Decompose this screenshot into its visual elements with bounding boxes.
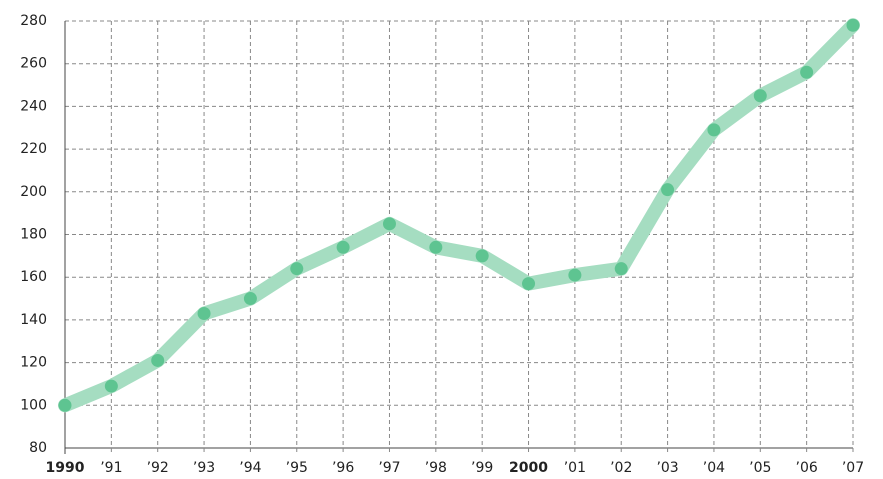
point bbox=[336, 240, 350, 254]
y-tick-label: 280 bbox=[20, 13, 47, 29]
x-tick-label: ’94 bbox=[239, 460, 261, 476]
y-tick-label: 100 bbox=[20, 397, 47, 413]
x-tick-label: ’02 bbox=[610, 460, 632, 476]
point bbox=[522, 277, 536, 291]
y-tick-label: 160 bbox=[20, 269, 47, 285]
point bbox=[104, 379, 118, 393]
point bbox=[58, 398, 72, 412]
x-tick-label: ’04 bbox=[703, 460, 725, 476]
y-tick-label: 140 bbox=[20, 312, 47, 328]
x-tick-label: ’07 bbox=[842, 460, 864, 476]
y-tick-label: 220 bbox=[20, 141, 47, 157]
y-tick-label: 120 bbox=[20, 355, 47, 371]
x-tick-label: ’03 bbox=[656, 460, 678, 476]
x-tick-label: ’91 bbox=[100, 460, 122, 476]
y-tick-label: 240 bbox=[20, 98, 47, 114]
y-tick-label: 180 bbox=[20, 227, 47, 243]
point bbox=[614, 262, 628, 276]
point bbox=[661, 183, 675, 197]
point bbox=[707, 123, 721, 137]
y-tick-label: 260 bbox=[20, 56, 47, 72]
x-tick-label: ’93 bbox=[193, 460, 215, 476]
x-tick-label: ’98 bbox=[425, 460, 447, 476]
x-tick-label: 2000 bbox=[509, 460, 548, 476]
y-tick-label: 200 bbox=[20, 184, 47, 200]
point bbox=[197, 306, 211, 320]
point bbox=[290, 262, 304, 276]
point bbox=[243, 292, 257, 306]
point bbox=[429, 240, 443, 254]
x-tick-label: ’95 bbox=[286, 460, 308, 476]
point bbox=[753, 89, 767, 103]
x-tick-label: ’06 bbox=[796, 460, 818, 476]
x-tick-label: ’96 bbox=[332, 460, 354, 476]
x-tick-label: 1990 bbox=[46, 460, 85, 476]
point bbox=[475, 249, 489, 263]
point bbox=[846, 18, 860, 32]
point bbox=[800, 65, 814, 79]
x-tick-label: ’05 bbox=[749, 460, 771, 476]
x-tick-label: ’97 bbox=[378, 460, 400, 476]
point bbox=[382, 217, 396, 231]
point bbox=[568, 268, 582, 282]
x-tick-label: ’92 bbox=[147, 460, 169, 476]
line bbox=[58, 18, 860, 413]
x-tick-label: ’99 bbox=[471, 460, 493, 476]
x-tick-label: ’01 bbox=[564, 460, 586, 476]
point bbox=[151, 353, 165, 367]
y-tick-label: 80 bbox=[29, 440, 47, 456]
